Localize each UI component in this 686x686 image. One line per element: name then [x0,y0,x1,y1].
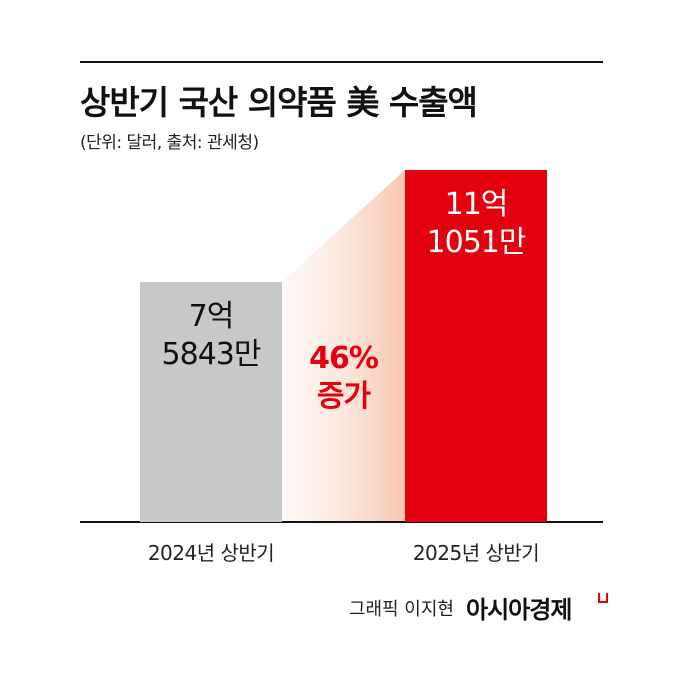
chart-subtitle: (단위: 달러, 출처: 관세청) [80,133,259,153]
value-label: 11억 1051만 [426,187,527,260]
brand: 아시아경제 [466,596,572,624]
x-tick-label: 2024년 상반기 [147,541,275,565]
brand-mark [598,593,608,603]
annotation: 46% 증가 [309,341,379,414]
bar [405,170,547,522]
baseline [80,521,603,523]
value-label: 7억 5843만 [161,298,262,372]
top-rule [80,61,603,63]
source: 그래픽 이지현 [348,599,454,620]
x-tick-label: 2025년 상반기 [412,541,540,565]
connector [282,170,405,522]
chart-title: 상반기 국산 의약품 美 수출액 [80,83,478,122]
bar [140,281,282,522]
